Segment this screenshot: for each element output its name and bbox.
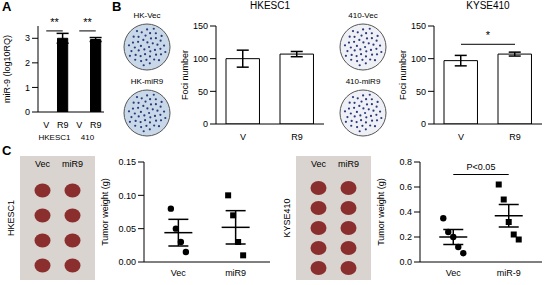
svg-text:R9: R9: [291, 132, 303, 142]
html-text:KYSE410: KYSE410: [466, 0, 510, 11]
svg-text:150: 150: [411, 21, 426, 31]
svg-text:0.0: 0.0: [399, 257, 412, 267]
svg-text:50: 50: [198, 87, 208, 97]
svg-text:HKESC1: HKESC1: [6, 200, 16, 236]
svg-text:150: 150: [193, 21, 208, 31]
svg-text:Vec: Vec: [35, 159, 51, 169]
svg-text:0.15: 0.15: [118, 157, 136, 167]
svg-text:V: V: [76, 120, 82, 130]
svg-text:0.2: 0.2: [399, 232, 412, 242]
svg-text:0: 0: [25, 107, 30, 117]
html-text:B: B: [112, 0, 122, 14]
svg-text:miR9: miR9: [338, 159, 359, 169]
svg-text:0.05: 0.05: [118, 224, 136, 234]
svg-text:0.8: 0.8: [399, 157, 412, 167]
svg-text:HK-Vec: HK-Vec: [133, 11, 160, 20]
svg-text:Tumor weight (g): Tumor weight (g): [100, 178, 110, 246]
svg-text:Tumor weight (g): Tumor weight (g): [376, 178, 386, 246]
svg-text:Foci number: Foci number: [180, 50, 190, 100]
svg-text:HKESC1: HKESC1: [38, 133, 71, 142]
svg-text:Vec: Vec: [171, 268, 187, 278]
svg-text:V: V: [240, 132, 246, 142]
svg-text:410-miR9: 410-miR9: [346, 77, 381, 86]
svg-text:HK-miR9: HK-miR9: [131, 77, 164, 86]
svg-text:P<0.05: P<0.05: [467, 162, 496, 172]
svg-text:**: **: [83, 16, 92, 28]
svg-text:0.4: 0.4: [399, 207, 412, 217]
svg-text:Vec: Vec: [446, 268, 462, 278]
svg-text:100: 100: [193, 54, 208, 64]
svg-text:miR9: miR9: [62, 159, 83, 169]
svg-text:100: 100: [411, 54, 426, 64]
svg-text:miR9: miR9: [225, 268, 246, 278]
svg-text:Foci number: Foci number: [398, 50, 408, 100]
svg-text:0: 0: [203, 119, 208, 129]
svg-text:0: 0: [421, 119, 426, 129]
svg-text:50: 50: [416, 87, 426, 97]
svg-text:0.00: 0.00: [118, 257, 136, 267]
svg-text:3: 3: [25, 33, 30, 43]
svg-text:Vec: Vec: [311, 159, 327, 169]
svg-text:1: 1: [25, 83, 30, 93]
svg-text:R9: R9: [57, 120, 69, 130]
html-text:C: C: [2, 143, 12, 158]
svg-text:miR-9: miR-9: [497, 268, 521, 278]
svg-text:*: *: [486, 29, 491, 41]
html-text:A: A: [2, 0, 12, 14]
svg-text:R9: R9: [90, 120, 102, 130]
svg-text:0.6: 0.6: [399, 182, 412, 192]
svg-text:V: V: [43, 120, 49, 130]
html-text:HKESC1: HKESC1: [250, 0, 290, 11]
svg-text:2: 2: [25, 58, 30, 68]
svg-text:0.10: 0.10: [118, 191, 136, 201]
svg-text:410-Vec: 410-Vec: [348, 11, 377, 20]
svg-text:miR-9 (log10RQ): miR-9 (log10RQ): [2, 35, 12, 103]
svg-text:**: **: [50, 16, 59, 28]
svg-text:KYSE410: KYSE410: [282, 198, 292, 237]
svg-text:V: V: [458, 132, 464, 142]
svg-text:R9: R9: [509, 132, 521, 142]
svg-text:410: 410: [81, 133, 95, 142]
